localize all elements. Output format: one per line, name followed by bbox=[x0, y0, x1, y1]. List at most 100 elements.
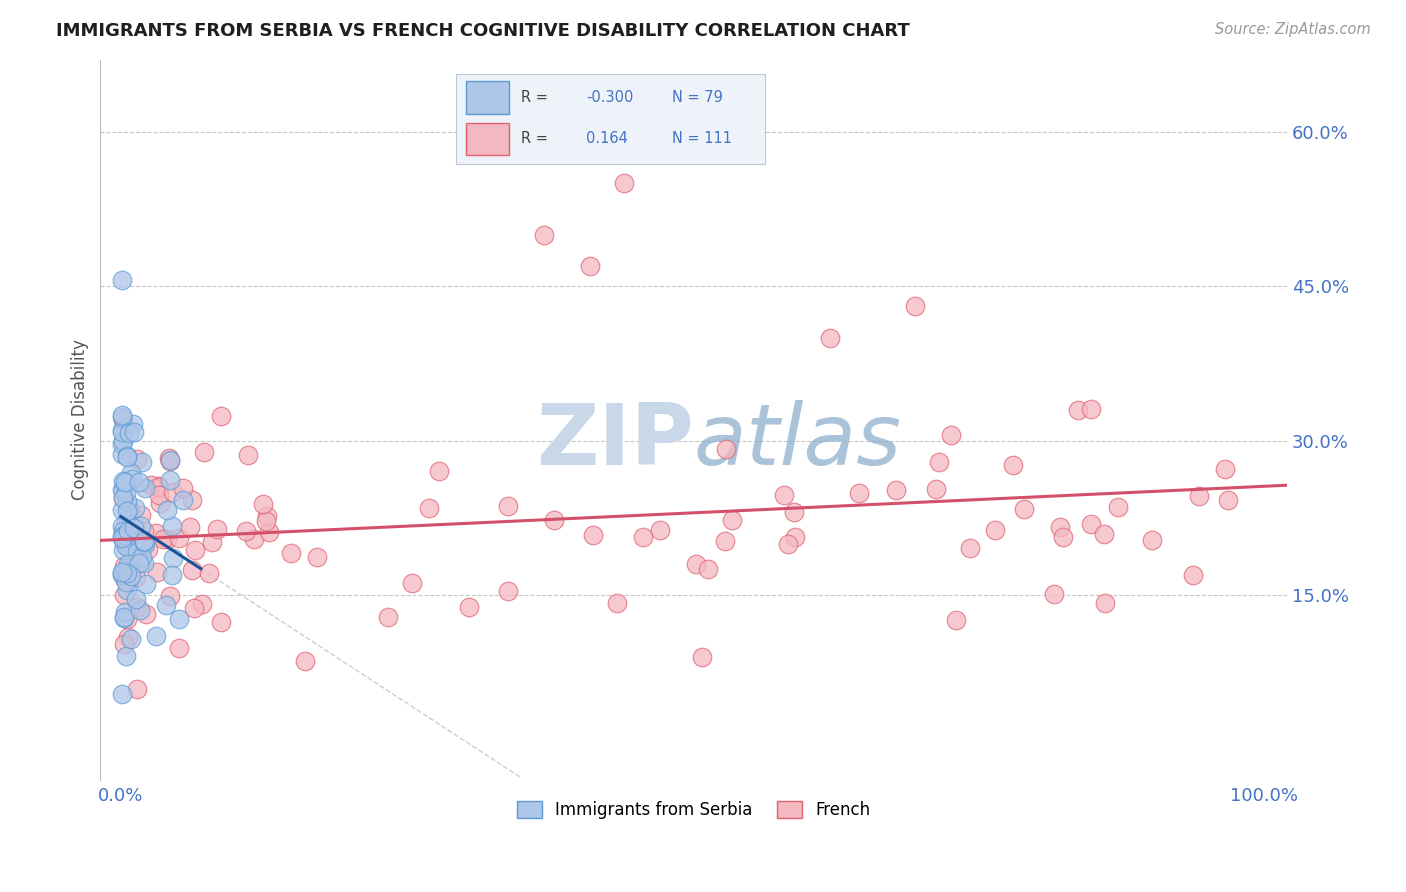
Point bbox=[650, 523, 672, 537]
Point bbox=[236, 448, 259, 462]
Point bbox=[132, 556, 155, 570]
Point bbox=[115, 539, 138, 553]
Point bbox=[124, 501, 146, 516]
Point bbox=[128, 475, 150, 490]
Point bbox=[125, 682, 148, 697]
Point bbox=[205, 522, 228, 536]
Point bbox=[111, 687, 134, 701]
Point bbox=[256, 508, 278, 523]
Point bbox=[172, 493, 194, 508]
Point bbox=[776, 537, 799, 551]
Point bbox=[111, 409, 134, 424]
Point bbox=[111, 566, 134, 580]
Point bbox=[818, 330, 841, 344]
Point bbox=[159, 454, 181, 468]
Point bbox=[1107, 500, 1129, 514]
Point bbox=[848, 485, 870, 500]
Point bbox=[115, 566, 138, 580]
Point bbox=[160, 519, 183, 533]
Point bbox=[1094, 596, 1116, 610]
Point bbox=[159, 589, 181, 603]
Point bbox=[118, 501, 141, 516]
Point bbox=[112, 491, 135, 506]
Point bbox=[111, 483, 134, 497]
Point bbox=[179, 520, 201, 534]
Point bbox=[114, 528, 136, 542]
Point bbox=[1067, 403, 1090, 417]
Point bbox=[167, 531, 190, 545]
Point bbox=[115, 612, 138, 626]
Point bbox=[136, 541, 159, 556]
Point bbox=[159, 474, 181, 488]
Point bbox=[111, 412, 134, 426]
Point bbox=[127, 545, 149, 559]
Point bbox=[111, 447, 134, 461]
Point bbox=[401, 576, 423, 591]
Point bbox=[132, 524, 155, 538]
Point bbox=[120, 632, 142, 646]
Point bbox=[631, 530, 654, 544]
Point bbox=[162, 485, 184, 500]
Point bbox=[606, 596, 628, 610]
Point bbox=[135, 576, 157, 591]
Point bbox=[167, 612, 190, 626]
Point bbox=[193, 445, 215, 459]
Point bbox=[124, 425, 146, 440]
Point bbox=[111, 423, 134, 437]
Point bbox=[884, 483, 907, 498]
Point bbox=[115, 514, 138, 528]
Point bbox=[112, 611, 135, 625]
Point bbox=[243, 532, 266, 546]
Point bbox=[117, 630, 139, 644]
Point bbox=[496, 499, 519, 513]
Point bbox=[134, 537, 156, 551]
Point bbox=[112, 533, 135, 548]
Point bbox=[129, 603, 152, 617]
Point bbox=[115, 648, 138, 663]
Point bbox=[1188, 489, 1211, 503]
Point bbox=[1080, 401, 1102, 416]
Point bbox=[785, 531, 807, 545]
Point bbox=[121, 466, 143, 480]
Point bbox=[115, 574, 138, 589]
Point bbox=[928, 455, 950, 469]
Point bbox=[145, 525, 167, 540]
Point bbox=[132, 535, 155, 549]
Point bbox=[114, 485, 136, 500]
Point bbox=[112, 588, 135, 602]
Point bbox=[129, 508, 152, 523]
Point bbox=[152, 533, 174, 547]
Text: Source: ZipAtlas.com: Source: ZipAtlas.com bbox=[1215, 22, 1371, 37]
Point bbox=[305, 549, 328, 564]
Text: IMMIGRANTS FROM SERBIA VS FRENCH COGNITIVE DISABILITY CORRELATION CHART: IMMIGRANTS FROM SERBIA VS FRENCH COGNITI… bbox=[56, 22, 910, 40]
Point bbox=[114, 573, 136, 587]
Point bbox=[111, 425, 134, 439]
Point bbox=[120, 563, 142, 577]
Point bbox=[184, 542, 207, 557]
Point bbox=[418, 501, 440, 516]
Point bbox=[235, 524, 257, 539]
Point bbox=[115, 476, 138, 491]
Point bbox=[162, 568, 184, 582]
Point bbox=[146, 565, 169, 579]
Y-axis label: Cognitive Disability: Cognitive Disability bbox=[72, 340, 89, 500]
Point bbox=[111, 529, 134, 543]
Point bbox=[117, 557, 139, 571]
Point bbox=[111, 482, 134, 496]
Point bbox=[690, 650, 713, 665]
Point bbox=[1140, 533, 1163, 547]
Point bbox=[156, 532, 179, 546]
Point bbox=[122, 417, 145, 431]
Point bbox=[111, 519, 134, 533]
Point bbox=[280, 546, 302, 560]
Point bbox=[115, 540, 138, 554]
Point bbox=[159, 452, 181, 467]
Point bbox=[198, 566, 221, 580]
Point bbox=[131, 455, 153, 469]
Point bbox=[496, 584, 519, 599]
Point bbox=[155, 599, 177, 613]
Point bbox=[427, 464, 450, 478]
Point bbox=[111, 272, 134, 286]
Point bbox=[720, 512, 742, 526]
Point bbox=[111, 475, 134, 489]
